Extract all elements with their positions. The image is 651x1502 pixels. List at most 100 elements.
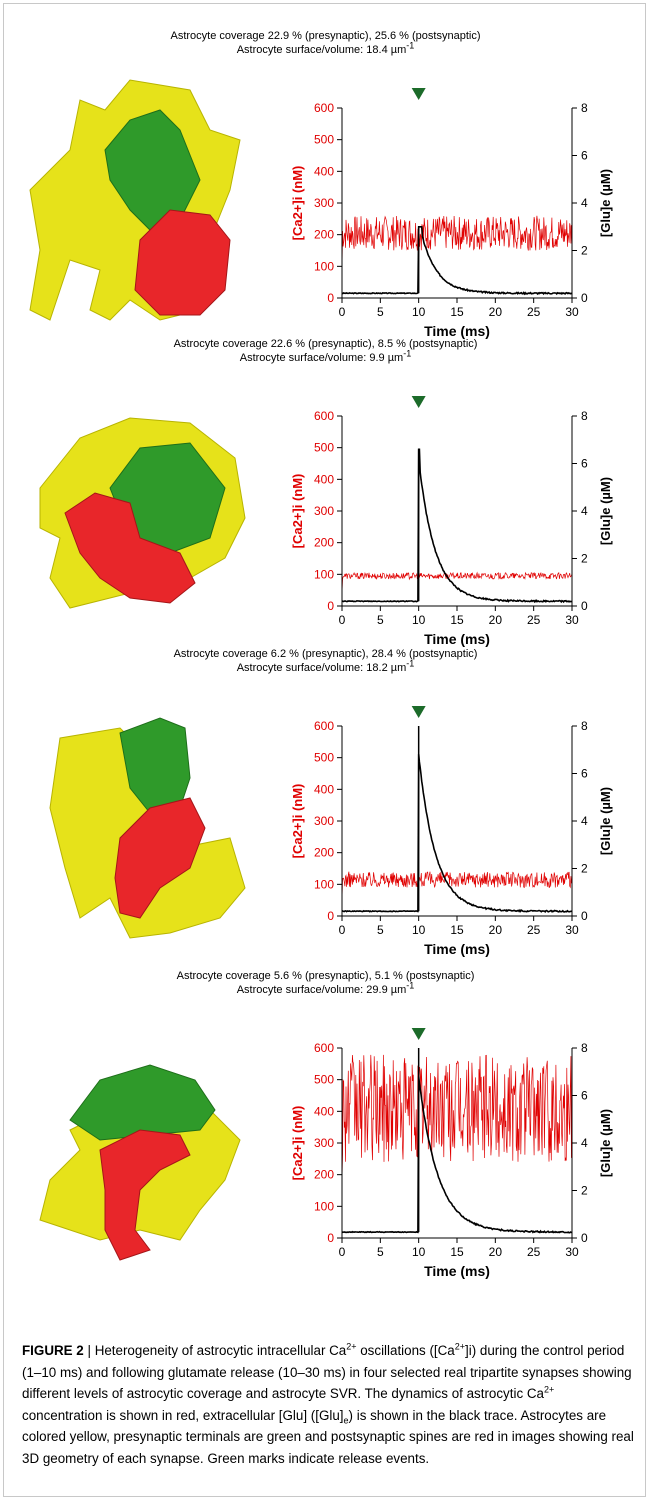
- left-tick-label: 300: [314, 814, 334, 828]
- left-tick-label: 100: [314, 877, 334, 891]
- x-tick-label: 15: [450, 305, 464, 319]
- x-axis-label: Time (ms): [424, 941, 490, 957]
- figure-panel-1: Astrocyte coverage 22.9 % (presynaptic),…: [0, 30, 651, 350]
- chart-svg: 0 100 200 300 400 500 600 0 2 4 6 8 0 5 10 15 20 25 30 Time…: [290, 706, 613, 957]
- x-tick-label: 5: [377, 1245, 384, 1259]
- left-tick-label: 0: [327, 599, 334, 613]
- caption-sup: 2+: [346, 1341, 357, 1352]
- x-tick-label: 0: [339, 1245, 346, 1259]
- figure-panel-3: Astrocyte coverage 6.2 % (presynaptic), …: [0, 648, 651, 968]
- caption-sup: 2+: [454, 1341, 466, 1352]
- x-tick-label: 15: [450, 613, 464, 627]
- synapse-3d-geometry: [39, 1064, 241, 1261]
- caption-text: ) is shown in the black trace. Astrocyte…: [22, 1407, 634, 1466]
- x-tick-label: 30: [565, 1245, 579, 1259]
- left-tick-label: 600: [314, 719, 334, 733]
- x-tick-label: 30: [565, 613, 579, 627]
- caption-separator: |: [83, 1343, 95, 1358]
- x-tick-label: 20: [489, 1245, 503, 1259]
- caption-sub: e: [343, 1415, 349, 1426]
- chart-svg: 0 100 200 300 400 500 600 0 2 4 6 8 0 5 10 15 20 25 30 Time…: [290, 88, 613, 339]
- right-tick-label: 8: [581, 101, 588, 115]
- right-tick-label: 2: [581, 552, 588, 566]
- x-tick-label: 10: [412, 923, 426, 937]
- presynaptic-shape: [69, 1064, 216, 1141]
- chart-3: 0 100 200 300 400 500 600 0 2 4 6 8 0 5 10 15 20 25 30 Time…: [290, 696, 630, 971]
- right-tick-label: 2: [581, 1184, 588, 1198]
- right-tick-label: 0: [581, 599, 588, 613]
- right-tick-label: 0: [581, 1231, 588, 1245]
- panel-title-line2: Astrocyte surface/volume: 9.9 µm-1: [0, 349, 651, 365]
- left-tick-label: 100: [314, 567, 334, 581]
- svr-unit: µm: [387, 352, 404, 364]
- left-tick-label: 0: [327, 291, 334, 305]
- right-tick-label: 8: [581, 409, 588, 423]
- release-marker: [411, 88, 426, 100]
- caption-text: Heterogeneity of astrocytic intracellula…: [94, 1343, 347, 1358]
- left-tick-label: 500: [314, 133, 334, 147]
- right-tick-label: 0: [581, 909, 588, 923]
- x-tick-label: 10: [412, 305, 426, 319]
- x-tick-label: 20: [489, 923, 503, 937]
- left-tick-label: 200: [314, 846, 334, 860]
- figure-frame: [3, 3, 646, 1497]
- figure-label: FIGURE 2: [22, 1343, 84, 1358]
- left-tick-label: 0: [327, 1231, 334, 1245]
- svr-exp: -1: [406, 40, 415, 51]
- glu-trace-line: [341, 448, 573, 604]
- x-tick-label: 0: [339, 305, 346, 319]
- x-axis-label: Time (ms): [424, 323, 490, 339]
- right-tick-label: 2: [581, 244, 588, 258]
- panel-title-line2: Astrocyte surface/volume: 18.2 µm-1: [0, 659, 651, 675]
- caption-text: concentration is shown in red, extracell…: [22, 1407, 344, 1423]
- synapse-3d-geometry: [29, 79, 241, 321]
- right-tick-label: 4: [581, 196, 588, 210]
- synapse-3d-geometry: [49, 717, 246, 939]
- right-tick-label: 4: [581, 504, 588, 518]
- x-tick-label: 25: [527, 1245, 541, 1259]
- x-axis-label: Time (ms): [424, 1263, 490, 1279]
- svr-text: Astrocyte surface/volume: 18.2: [236, 662, 391, 674]
- left-tick-label: 200: [314, 228, 334, 242]
- ca-trace-line: [341, 215, 573, 269]
- x-tick-label: 15: [450, 1245, 464, 1259]
- caption-text: ]i) during the control period (1–10 ms) …: [22, 1343, 632, 1401]
- release-marker: [411, 706, 426, 718]
- x-tick-label: 10: [412, 613, 426, 627]
- left-axis-label: [Ca2+]i (nM): [290, 784, 305, 859]
- chart-1: 0 100 200 300 400 500 600 0 2 4 6 8 0 5 10 15 20 25 30 Time…: [290, 78, 630, 353]
- svr-unit: µm: [390, 44, 407, 56]
- left-tick-label: 300: [314, 504, 334, 518]
- left-axis-label: [Ca2+]i (nM): [290, 166, 305, 241]
- caption-sup: 2+: [543, 1384, 555, 1395]
- figure-caption: FIGURE 2 | Heterogeneity of astrocytic i…: [22, 1340, 634, 1469]
- left-tick-label: 200: [314, 1168, 334, 1182]
- panel-title-line2: Astrocyte surface/volume: 29.9 µm-1: [0, 981, 651, 997]
- x-tick-label: 0: [339, 923, 346, 937]
- panel-title-line1: Astrocyte coverage 5.6 % (presynaptic), …: [176, 970, 475, 982]
- svr-unit: µm: [390, 984, 407, 996]
- svr-text: Astrocyte surface/volume: 18.4: [236, 44, 391, 56]
- left-tick-label: 600: [314, 409, 334, 423]
- right-tick-label: 6: [581, 1089, 588, 1103]
- svr-text: Astrocyte surface/volume: 9.9: [239, 352, 388, 364]
- left-tick-label: 500: [314, 441, 334, 455]
- panel-title-line1: Astrocyte coverage 22.6 % (presynaptic),…: [173, 338, 478, 350]
- x-tick-label: 10: [412, 1245, 426, 1259]
- left-axis-label: [Ca2+]i (nM): [290, 1106, 305, 1181]
- svr-text: Astrocyte surface/volume: 29.9: [236, 984, 391, 996]
- x-tick-label: 15: [450, 923, 464, 937]
- release-marker: [411, 396, 426, 408]
- svr-unit: µm: [390, 662, 407, 674]
- right-axis-label: [Glu]e (µM): [598, 1109, 613, 1177]
- caption-text: oscillations ([Ca: [356, 1343, 455, 1358]
- right-tick-label: 8: [581, 1041, 588, 1055]
- right-axis-label: [Glu]e (µM): [598, 787, 613, 855]
- postsynaptic-shape: [134, 209, 231, 316]
- x-tick-label: 30: [565, 923, 579, 937]
- x-tick-label: 25: [527, 305, 541, 319]
- chart-svg: 0 100 200 300 400 500 600 0 2 4 6 8 0 5 10 15 20 25 30 Time…: [290, 1028, 613, 1279]
- ca-trace-line: [341, 571, 573, 593]
- ca-trace-line: [341, 1054, 573, 1180]
- left-tick-label: 400: [314, 782, 334, 796]
